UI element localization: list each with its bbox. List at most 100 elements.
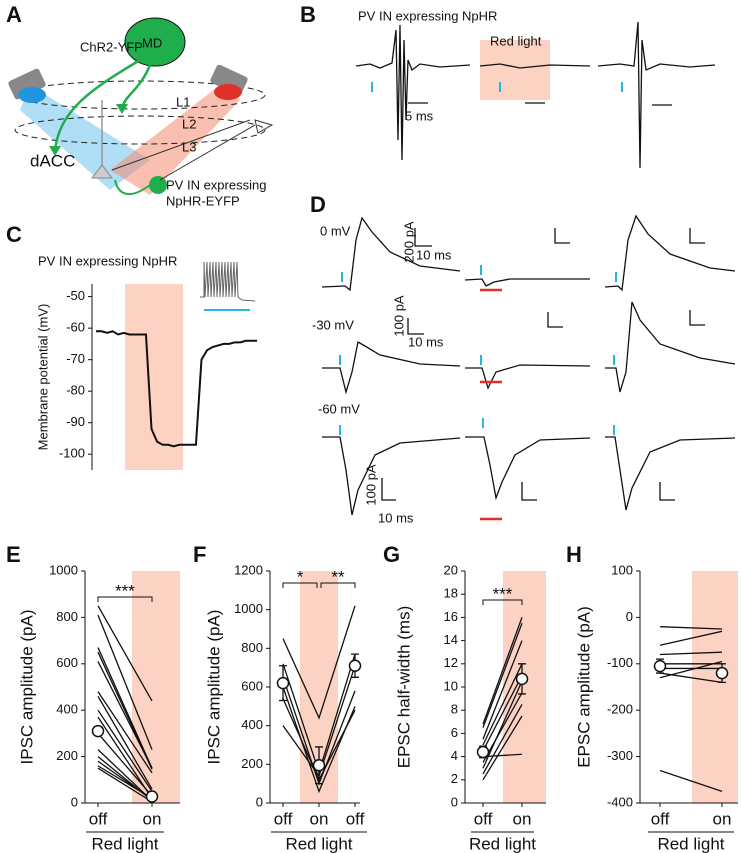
panel-letter: E [6,542,21,567]
y-tick-label: 8 [451,702,458,717]
cell-line [659,630,723,646]
label: MD [142,35,162,50]
sig-bracket [97,596,153,602]
cell-line [97,709,153,792]
blue-lamp [8,68,46,100]
y-tick-label: 1000 [234,601,263,616]
panel-a: ChR2-YFP MD L1 L2 L3 dACC PV IN expressi… [8,17,274,208]
red-lamp-face [214,84,242,100]
y-tick-label: -80 [66,383,85,398]
y-tick-label: 600 [241,678,263,693]
cell-line [97,661,153,769]
cell-line [482,640,523,740]
y-tick-label: 16 [444,609,458,624]
scale-bar [689,310,705,326]
trace [605,301,736,393]
y-tick-label: 200 [241,756,263,771]
x-tick-label: on [310,809,329,828]
y-tick-label: 14 [444,632,458,647]
arrow-head [49,146,61,156]
cell-line [97,732,153,797]
light-shade [692,571,738,803]
x-tick-label: on [713,809,732,828]
y-tick-label: 400 [241,717,263,732]
y-tick-label: 800 [56,609,78,624]
row-label: 0 mV [320,223,351,238]
layer-label: L2 [182,116,196,131]
trace [322,436,461,516]
mean-marker [348,659,362,672]
trace [465,364,591,390]
cell-line [659,769,723,793]
trace [479,63,591,69]
y-tick-label: -70 [66,351,85,366]
cell-line [482,617,523,725]
cell-line [97,605,153,702]
cell-line [482,675,523,752]
trace [605,436,736,511]
inset [200,261,256,311]
cell-line [482,753,523,758]
panel-letter: B [300,2,316,27]
mean-marker [276,676,290,690]
sig-bracket [482,599,523,605]
y-tick-label: 10 [444,678,458,693]
pyramidal-cell [90,164,114,179]
y-tick-label: -50 [66,288,85,303]
trace [322,340,461,395]
panel-letter: F [193,542,206,567]
mean-marker [91,724,105,738]
y-tick-label: 18 [444,586,458,601]
trace [321,216,461,292]
scale-bar [547,312,563,328]
label: NpHR-EYFP [166,193,240,208]
y-axis-label: IPSC amplitude (pA) [204,610,223,765]
scale-bar [407,318,424,335]
sig-label: ** [331,567,345,586]
scale-bar [414,228,432,247]
y-tick-label: 2 [451,771,458,786]
y-tick-label: 0 [256,794,263,809]
light-label: Red light [490,33,542,48]
cell-line [97,647,153,769]
y-tick-label: -100 [607,655,633,670]
y-axis-label: Membrane potential (mV) [35,304,50,451]
row-label: -30 mV [312,317,354,332]
sig-label: *** [115,581,135,600]
scale-bar [554,228,570,244]
y-axis-label: EPSC half-width (ms) [394,606,413,768]
y-tick-label: 0 [626,609,633,624]
y-tick-label: 1000 [49,562,78,577]
panel-letter: H [566,542,582,567]
x-tick-label: off [474,809,493,828]
cell-line [97,691,153,774]
x-tick-label: on [143,809,162,828]
panel-letter: G [383,542,400,567]
y-tick-label: 6 [451,725,458,740]
cell-line [482,715,523,781]
scale-bar [689,228,705,244]
light-shade [132,571,180,803]
y-axis-label: IPSC amplitude (pA) [17,610,36,765]
scale-bar [521,482,537,501]
md-nucleus [124,17,186,67]
cell-line [659,626,723,630]
cell-line [659,660,723,679]
backgrounds [125,284,738,803]
x-axis-label: Red light [469,834,536,853]
blue-light-cone [20,85,150,190]
panel-b: PV IN expressing NpHR Red light 5 ms [355,8,716,169]
x-tick-label: off [89,809,108,828]
arrow-head [116,104,128,114]
pipette [111,119,251,171]
voltage-trace [96,330,257,448]
y-tick-label: -400 [607,794,633,809]
scale-bar [659,482,675,501]
y-tick-label: -100 [59,446,85,461]
scale-label: 10 ms [378,510,414,525]
cell-line [482,704,523,775]
layer-outline [14,115,266,145]
scale-label: 10 ms [408,334,444,349]
cell-line [482,622,523,728]
cell-line [97,614,153,750]
